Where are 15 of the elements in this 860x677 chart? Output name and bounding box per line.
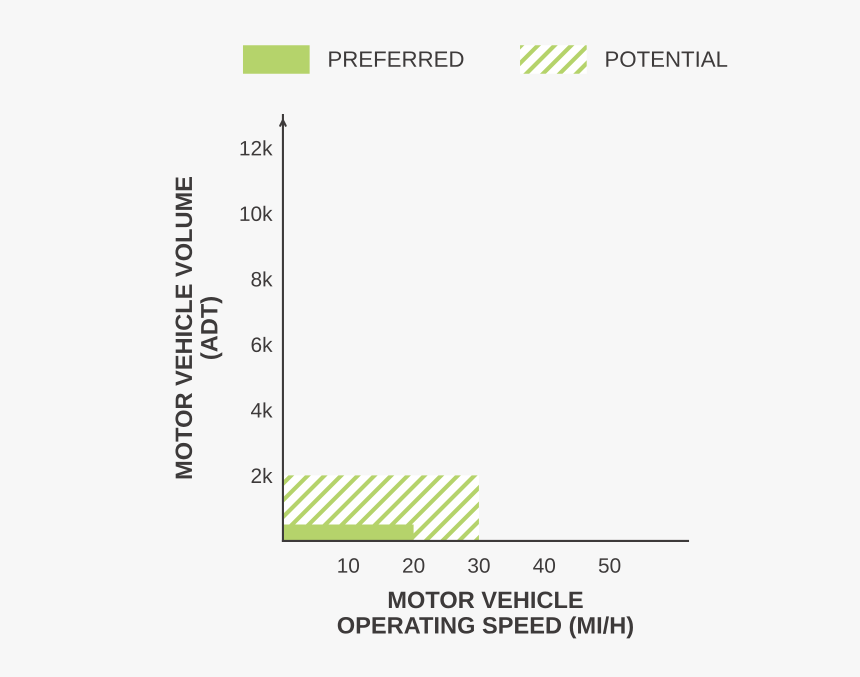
x-axis-title: MOTOR VEHICLE OPERATING SPEED (MI/H) [338,592,633,638]
y-tick-label: 8k [251,271,273,287]
x-tick-label: 20 [403,558,424,573]
y-axis-title: MOTOR VEHICLE VOLUME (ADT) [175,176,222,478]
legend-label: PREFERRED [329,52,464,67]
y-tick-label: 12k [240,140,273,156]
legend-label: POTENTIAL [606,51,728,68]
x-tick-label: 40 [533,558,556,573]
y-tick-label: 2k [252,468,273,483]
x-tick-label: 10 [338,558,360,573]
x-tick-label: 50 [598,558,620,573]
x-tick-label: 30 [468,558,490,573]
y-tick-label: 4k [251,402,273,418]
y-tick-label: 6k [252,336,273,352]
y-tick-label: 10k [240,206,273,222]
